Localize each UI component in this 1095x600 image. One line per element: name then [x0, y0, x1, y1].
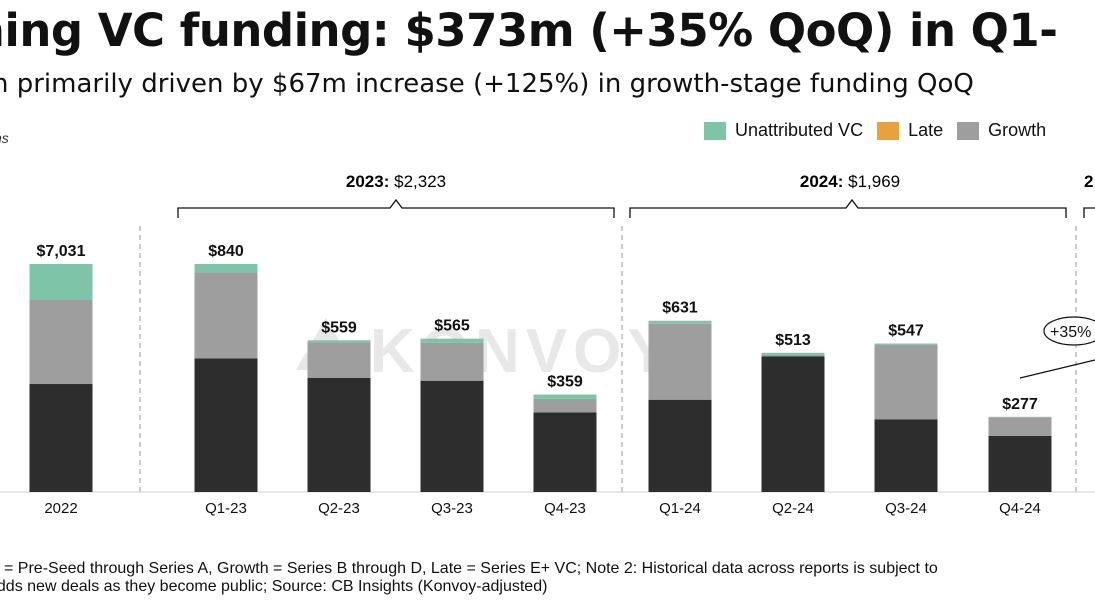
- x-tick-label-q3-23: Q3-23: [431, 500, 473, 517]
- bar-segment-unattributed-vc-q4-24: [988, 416, 1052, 418]
- bar-segment-early-q2-23: [307, 378, 371, 492]
- group-label-2024: 2024: $1,969: [800, 172, 900, 191]
- bar-segment-early-q1-23: [194, 358, 258, 492]
- x-tick-label-q4-23: Q4-23: [544, 500, 586, 517]
- legend-label-growth: Growth: [988, 120, 1047, 140]
- unit-label: ns: [0, 130, 9, 146]
- watermark-text: KONVOY: [370, 317, 675, 386]
- growth-annotation-text: +35%: [1050, 324, 1091, 341]
- x-tick-label-q2-23: Q2-23: [318, 500, 360, 517]
- bar-segment-early-q1-24: [648, 399, 712, 492]
- legend: Unattributed VC Late Growth: [704, 120, 1060, 141]
- legend-item-unattributed: Unattributed VC: [704, 120, 863, 141]
- group-label-2024-total: $1,969: [848, 172, 900, 191]
- bracket-2025: [1083, 207, 1095, 218]
- growth-annotation-bubble: [1043, 316, 1095, 346]
- bar-segment-early-q4-24: [988, 435, 1052, 492]
- group-label-2023-year: 2023:: [346, 172, 389, 191]
- bar-segment-growth-q3-24: [874, 344, 938, 420]
- bar-segment-growth-q4-24: [988, 417, 1052, 436]
- bar-segment-unattributed-vc-q1-23: [194, 264, 258, 273]
- bar-segment-growth-q3-23: [420, 342, 484, 381]
- chart-title: ming VC funding: $373m (+35% QoQ) in Q1-: [0, 4, 1058, 57]
- x-tick-label-q4-24: Q4-24: [999, 500, 1041, 517]
- bar-segment-unattributed-vc-q2-24: [761, 352, 825, 355]
- bar-segment-growth-q2-23: [307, 342, 371, 378]
- x-tick-label-2022: 2022: [44, 500, 77, 517]
- footnote: ly = Pre-Seed through Series A, Growth =…: [0, 560, 938, 596]
- value-label-q2-23: $559: [321, 319, 357, 336]
- legend-swatch-late: [877, 121, 900, 140]
- group-label-2023: 2023: $2,323: [346, 172, 446, 191]
- bar-segment-early-2022: [29, 384, 93, 492]
- bar-segment-unattributed-vc-q3-24: [874, 343, 938, 345]
- bar-segment-early-q3-23: [420, 380, 484, 492]
- trend-arrow-line: [1019, 359, 1095, 379]
- bar-segment-growth-q1-23: [194, 272, 258, 359]
- watermark: KONVOY: [296, 317, 675, 386]
- legend-swatch-unattributed: [704, 121, 726, 140]
- legend-swatch-growth: [957, 121, 980, 140]
- bar-segment-growth-2022: [29, 299, 93, 385]
- chart-subtitle: h primarily driven by $67m increase (+12…: [0, 69, 974, 99]
- bar-segment-unattributed-vc-q2-23: [307, 340, 371, 343]
- bar-segment-growth-q1-24: [648, 323, 712, 400]
- bracket-2024: [629, 198, 1067, 218]
- bar-segment-growth-q4-23: [533, 398, 597, 413]
- value-label-q1-24: $631: [662, 300, 698, 317]
- group-label-2025: 2: [1084, 172, 1093, 191]
- value-label-q3-24: $547: [888, 323, 924, 340]
- value-label-q2-24: $513: [775, 332, 811, 349]
- bracket-2023: [177, 198, 615, 218]
- group-label-2024-year: 2024:: [800, 172, 843, 191]
- x-tick-label-q3-24: Q3-24: [885, 500, 927, 517]
- bar-segment-unattributed-vc-q3-23: [420, 338, 484, 343]
- group-label-2023-total: $2,323: [394, 172, 446, 191]
- legend-item-growth: Growth: [957, 120, 1046, 141]
- legend-label-unattributed: Unattributed VC: [735, 120, 864, 140]
- footnote-line-1: ly = Pre-Seed through Series A, Growth =…: [0, 560, 938, 577]
- bar-segment-early-q4-23: [533, 412, 597, 492]
- legend-item-late: Late: [877, 120, 943, 141]
- value-label-q1-23: $840: [208, 243, 244, 260]
- value-labels: $7,031 $840 $559 $565 $359 $631 $513 $547 $277: [37, 243, 1038, 413]
- bars: [29, 264, 1052, 492]
- value-label-2022: $7,031: [37, 243, 86, 260]
- x-tick-label-q1-24: Q1-24: [659, 500, 701, 517]
- bar-segment-growth-q2-24: [761, 354, 825, 357]
- x-tick-label-q1-23: Q1-23: [205, 500, 247, 517]
- value-label-q3-23: $565: [434, 318, 470, 335]
- footnote-line-2: adds new deals as they become public; So…: [0, 578, 548, 595]
- bar-segment-unattributed-vc-q1-24: [648, 320, 712, 324]
- bar-segment-early-q2-24: [761, 356, 825, 492]
- value-label-q4-24: $277: [1002, 396, 1038, 413]
- x-tick-label-q2-24: Q2-24: [772, 500, 814, 517]
- bar-segment-early-q3-24: [874, 419, 938, 492]
- x-axis-labels: 2022 Q1-23 Q2-23 Q3-23 Q4-23 Q1-24 Q2-24 Q3-24 Q…: [44, 500, 1041, 517]
- value-label-q4-23: $359: [547, 374, 583, 391]
- bar-segment-unattributed-vc-2022: [29, 264, 93, 300]
- legend-label-late: Late: [908, 120, 944, 140]
- bar-segment-unattributed-vc-q4-23: [533, 394, 597, 399]
